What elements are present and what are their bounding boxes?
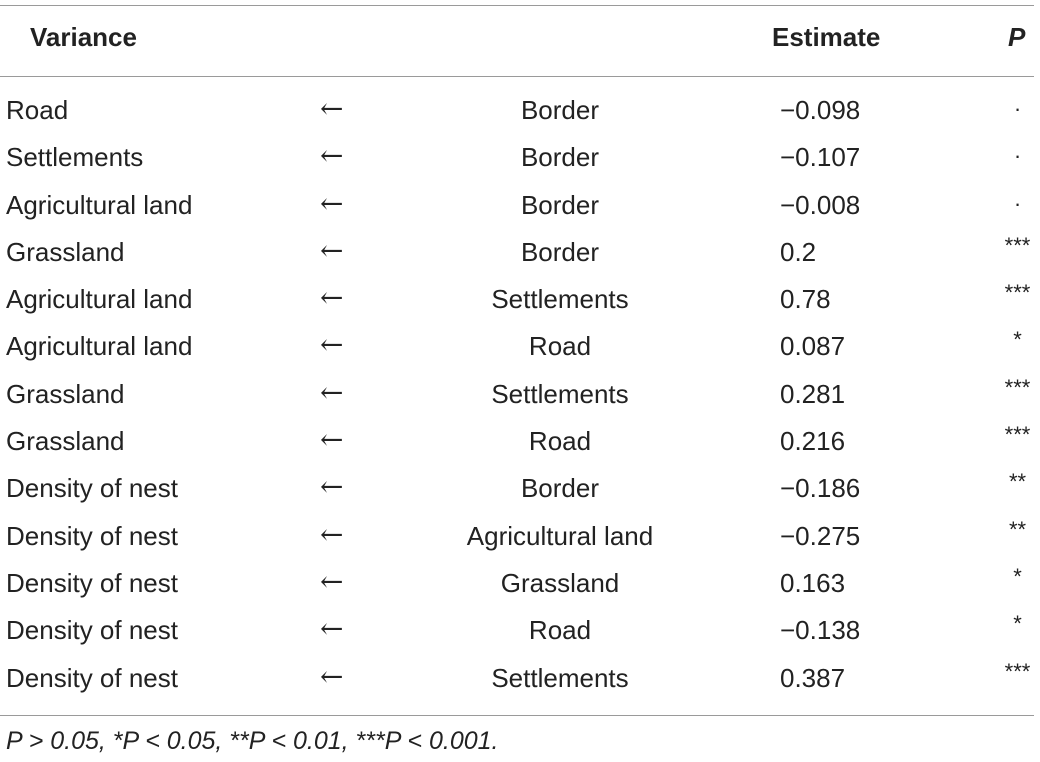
cell-p-significance: *** bbox=[1004, 280, 1031, 306]
table-row: Grassland ← Border 0.2 *** bbox=[0, 231, 1040, 278]
cell-p-significance: . bbox=[1014, 91, 1021, 116]
table-row: Settlements ← Border −0.107. bbox=[0, 136, 1040, 183]
cell-p-significance: * bbox=[1013, 327, 1022, 353]
cell-variance: Grassland bbox=[6, 426, 125, 457]
left-arrow-icon: ← bbox=[320, 470, 344, 504]
cell-p-significance: *** bbox=[1004, 422, 1031, 448]
header-estimate: Estimate bbox=[772, 22, 881, 52]
left-arrow-icon: ← bbox=[320, 423, 344, 457]
cell-estimate: 0.216 bbox=[780, 426, 846, 457]
table-row: Agricultural land ← Settlements 0.78 *** bbox=[0, 278, 1040, 325]
cell-source: Settlements bbox=[491, 284, 629, 315]
table-row: Density of nest ← Border −0.186 ** bbox=[0, 467, 1040, 514]
cell-p-significance: * bbox=[1013, 563, 1022, 589]
cell-variance: Settlements bbox=[6, 142, 144, 173]
cell-variance: Grassland bbox=[6, 378, 125, 409]
left-arrow-icon: ← bbox=[320, 139, 344, 173]
cell-variance: Agricultural land bbox=[6, 189, 193, 220]
table-row: Density of nest ← Road −0.138 * bbox=[0, 609, 1040, 656]
left-arrow-icon: ← bbox=[320, 186, 344, 220]
left-arrow-icon: ← bbox=[320, 517, 344, 551]
left-arrow-icon: ← bbox=[320, 564, 344, 598]
cell-estimate: −0.098 bbox=[780, 95, 861, 125]
cell-source: Settlements bbox=[491, 662, 629, 693]
table-top-rule bbox=[0, 5, 1034, 6]
cell-source: Border bbox=[520, 189, 600, 220]
cell-variance: Grassland bbox=[6, 236, 125, 267]
cell-estimate: 0.78 bbox=[780, 284, 831, 315]
cell-p-significance: ** bbox=[1008, 469, 1027, 495]
cell-source: Grassland bbox=[500, 567, 620, 598]
cell-p-significance: . bbox=[1014, 138, 1021, 164]
cell-variance: Density of nest bbox=[6, 615, 178, 646]
cell-estimate: −0.008 bbox=[780, 189, 861, 220]
cell-variance: Density of nest bbox=[6, 473, 178, 504]
cell-variance: Agricultural land bbox=[6, 331, 193, 362]
cell-variance: Agricultural land bbox=[6, 284, 193, 315]
table-header-rule bbox=[0, 76, 1034, 77]
cell-p-significance: . bbox=[1014, 185, 1021, 211]
cell-estimate: 0.2 bbox=[780, 236, 817, 267]
table-bottom-rule bbox=[0, 715, 1034, 716]
cell-source: Settlements bbox=[491, 378, 629, 409]
table-row: Density of nest ← Agricultural land −0.275 *… bbox=[0, 515, 1040, 562]
cell-estimate: 0.387 bbox=[780, 662, 846, 693]
cell-source: Road bbox=[528, 615, 592, 646]
cell-source: Agricultural land bbox=[466, 520, 654, 551]
table-row: Agricultural land ← Road 0.087 * bbox=[0, 325, 1040, 372]
cell-estimate: −0.186 bbox=[780, 473, 861, 504]
table-row: Density of nest ← Grassland 0.163 * bbox=[0, 562, 1040, 609]
cell-estimate: 0.281 bbox=[780, 378, 846, 409]
cell-variance: Density of nest bbox=[6, 520, 178, 551]
cell-p-significance: *** bbox=[1004, 232, 1031, 258]
cell-p-significance: *** bbox=[1004, 374, 1031, 400]
cell-p-significance: * bbox=[1013, 611, 1022, 637]
cell-p-significance: *** bbox=[1004, 658, 1031, 684]
header-p: P bbox=[1008, 22, 1026, 52]
cell-source: Border bbox=[520, 236, 600, 267]
table-footnote: P > 0.05, *P < 0.05, **P < 0.01, ***P < … bbox=[6, 727, 499, 755]
table-row: Grassland ← Road 0.216 *** bbox=[0, 420, 1040, 467]
cell-estimate: 0.163 bbox=[780, 567, 846, 598]
header-variance: Variance bbox=[30, 22, 137, 52]
table-row: Agricultural land ← Border −0.008. bbox=[0, 184, 1040, 231]
cell-source: Border bbox=[520, 95, 600, 125]
left-arrow-icon: ← bbox=[320, 92, 344, 125]
table-row: Road ← Border −0.098. bbox=[0, 89, 1040, 136]
cell-estimate: 0.087 bbox=[780, 331, 846, 362]
cell-estimate: −0.107 bbox=[780, 142, 861, 173]
table-row: Grassland ← Settlements 0.281 *** bbox=[0, 373, 1040, 420]
cell-source: Border bbox=[520, 473, 600, 504]
cell-source: Road bbox=[528, 331, 592, 362]
cell-variance: Road bbox=[6, 95, 69, 125]
left-arrow-icon: ← bbox=[320, 612, 344, 646]
cell-p-significance: ** bbox=[1008, 516, 1027, 542]
table-body: Road ← Border −0.098. Settlements ← Border −0.1… bbox=[0, 89, 1040, 704]
table-row: Density of nest ← Settlements 0.387 *** bbox=[0, 657, 1040, 704]
cell-estimate: −0.275 bbox=[780, 520, 861, 551]
cell-variance: Density of nest bbox=[6, 662, 178, 693]
cell-source: Road bbox=[528, 426, 592, 457]
left-arrow-icon: ← bbox=[320, 375, 344, 409]
table-header: Variance Estimate P bbox=[0, 22, 1040, 62]
left-arrow-icon: ← bbox=[320, 328, 344, 362]
left-arrow-icon: ← bbox=[320, 281, 344, 315]
cell-source: Border bbox=[520, 142, 600, 173]
cell-variance: Density of nest bbox=[6, 567, 178, 598]
left-arrow-icon: ← bbox=[320, 659, 344, 693]
left-arrow-icon: ← bbox=[320, 233, 344, 267]
cell-estimate: −0.138 bbox=[780, 615, 861, 646]
